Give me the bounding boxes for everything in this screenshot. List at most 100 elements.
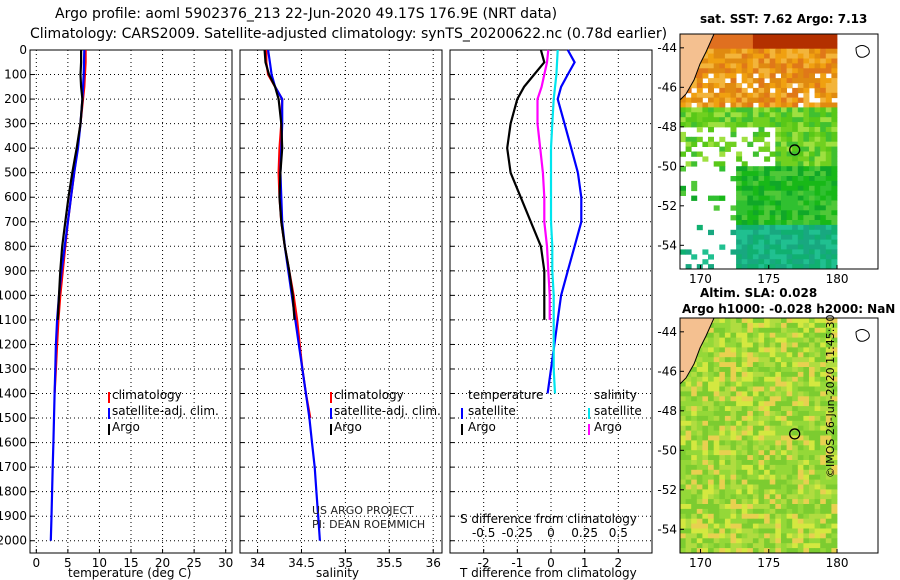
y-tick-label: 400 — [4, 141, 27, 155]
map-cell — [764, 450, 771, 456]
map-cell — [809, 489, 815, 495]
map-cell — [752, 401, 759, 407]
map-cell — [730, 229, 737, 236]
map-cell — [736, 469, 743, 476]
map-cell — [786, 523, 793, 529]
map-y-tick-label: -52 — [657, 199, 677, 213]
map-cell — [702, 102, 709, 108]
map-cell — [769, 455, 776, 461]
y-tick-label: 1900 — [0, 509, 27, 523]
map-cell — [680, 411, 686, 417]
map-cell — [820, 185, 827, 192]
y-tick-label: 100 — [4, 68, 27, 82]
map-cell — [719, 391, 726, 397]
map-cell — [752, 254, 759, 260]
map-cell — [758, 200, 765, 206]
map-cell — [741, 185, 748, 192]
map-cell — [713, 474, 720, 480]
map-cell — [736, 215, 743, 221]
map-cell — [741, 386, 748, 392]
map-cell — [831, 401, 838, 407]
map-cell — [809, 430, 815, 436]
map-cell — [809, 484, 815, 490]
map-cell — [747, 484, 754, 490]
map-cell — [781, 548, 787, 553]
map-cell — [831, 455, 838, 461]
map-cell — [775, 489, 782, 495]
map-cell — [809, 53, 815, 59]
map-cell — [831, 518, 838, 524]
map-cell — [708, 445, 714, 451]
map-cell — [685, 504, 692, 510]
map-cell — [769, 151, 776, 157]
legend-swatch — [461, 408, 463, 419]
map-cell — [797, 87, 804, 94]
map-cell — [741, 464, 748, 471]
map-cell — [724, 499, 731, 505]
map-cell — [691, 523, 698, 529]
map-cell — [781, 112, 787, 118]
map-cell — [775, 327, 782, 334]
map-cell — [769, 327, 776, 334]
map-cell — [792, 43, 799, 50]
map-cell — [820, 180, 827, 187]
map-cell — [775, 464, 782, 471]
map-cell — [803, 180, 810, 187]
map-cell — [792, 244, 799, 250]
map-cell — [747, 107, 754, 113]
map-cell — [825, 396, 832, 402]
map-cell — [769, 464, 776, 471]
map-cell — [724, 73, 731, 79]
map-cell — [680, 151, 686, 157]
map-cell — [702, 367, 709, 373]
x-tick-label: 34 — [250, 556, 265, 570]
map-cell — [814, 415, 821, 422]
map-cell — [719, 48, 726, 54]
map-cell — [764, 362, 771, 368]
x-tick-label: 15 — [123, 556, 138, 570]
map-cell — [831, 391, 838, 397]
map-x-tick-label: 175 — [757, 272, 780, 286]
map-cell — [713, 78, 720, 84]
map-cell — [769, 376, 776, 383]
map-cell — [730, 249, 737, 255]
legend-swatch — [330, 408, 332, 419]
map-cell — [752, 53, 759, 59]
map-cell — [730, 357, 737, 363]
map-cell — [736, 205, 743, 211]
map-cell — [702, 391, 709, 397]
map-cell — [736, 122, 743, 128]
map-cell — [702, 440, 709, 446]
map-cell — [713, 342, 720, 348]
map-cell — [752, 229, 759, 236]
map-cell — [825, 406, 832, 412]
map-cell — [786, 107, 793, 113]
map-cell — [730, 523, 737, 529]
map-cell — [792, 386, 799, 392]
map-cell — [758, 352, 765, 358]
map-cell — [803, 136, 810, 143]
map-cell — [696, 513, 703, 520]
map-cell — [769, 469, 776, 476]
map-cell — [719, 195, 726, 201]
map-cell — [803, 430, 810, 436]
map-cell — [831, 318, 838, 324]
map-cell — [786, 543, 793, 549]
map-cell — [809, 318, 815, 324]
map-cell — [696, 376, 703, 383]
map-cell — [736, 376, 743, 383]
map-cell — [814, 220, 821, 226]
map-cell — [797, 63, 804, 69]
map-cell — [747, 210, 754, 216]
map-cell — [736, 244, 743, 250]
map-cell — [764, 180, 771, 187]
map-cell — [724, 494, 731, 500]
map-cell — [820, 176, 827, 182]
map-cell — [708, 78, 714, 84]
map-cell — [752, 249, 759, 255]
map-cell — [831, 122, 838, 128]
map-cell — [736, 381, 743, 387]
map-cell — [758, 543, 765, 549]
map-cell — [719, 548, 726, 553]
map-cell — [730, 469, 737, 476]
